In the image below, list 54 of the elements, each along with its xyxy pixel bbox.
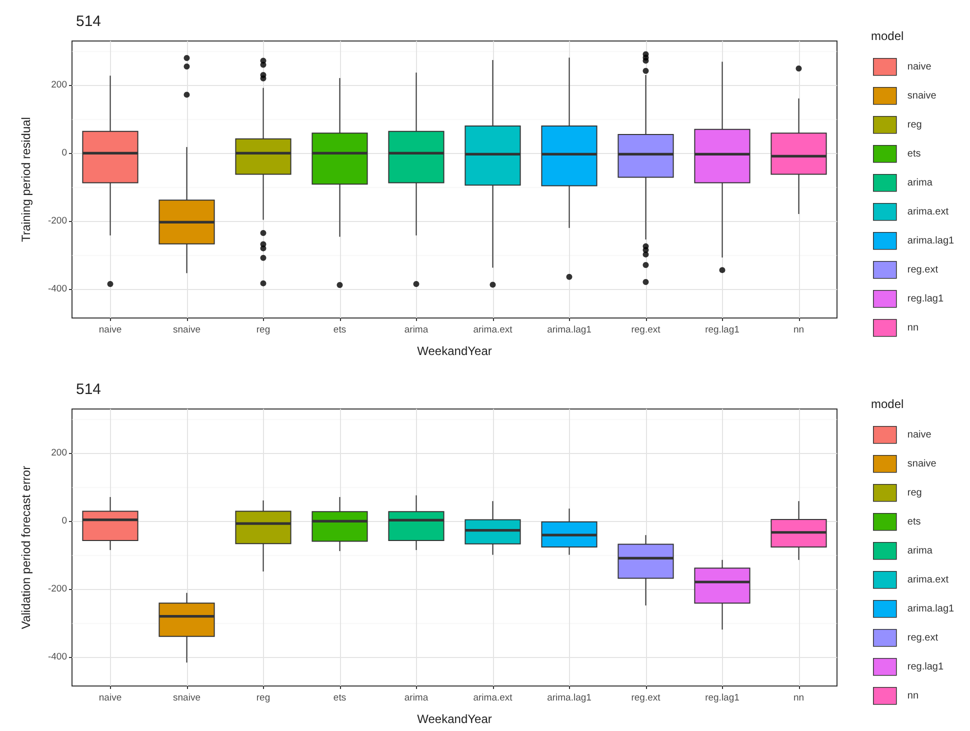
legend-title: model (871, 397, 904, 411)
x-tick-label: nn (793, 324, 804, 336)
legend-label: reg (907, 119, 922, 130)
legend-label: arima (907, 177, 933, 188)
x-tick-label: reg (256, 324, 270, 336)
x-tick-label: arima.lag1 (547, 324, 592, 336)
legend-label: arima.lag1 (907, 603, 955, 614)
y-tick-label: 0 (62, 148, 67, 159)
legend-label: arima.ext (907, 206, 949, 218)
legend-label: arima (907, 545, 933, 556)
x-tick-label: reg.lag1 (705, 324, 740, 336)
chart-title: 514 (76, 13, 102, 30)
x-tick-label: arima.ext (473, 692, 513, 704)
x-tick-label: snaive (173, 692, 200, 704)
legend-label: snaive (907, 458, 937, 470)
legend-label: arima.ext (907, 574, 949, 586)
y-tick-label: -400 (48, 284, 67, 295)
x-tick-label: arima.ext (473, 324, 513, 336)
legend-label: arima.lag1 (907, 235, 955, 246)
y-tick-label: -400 (48, 652, 67, 663)
x-tick-label: ets (333, 692, 346, 704)
y-tick-label: 200 (51, 80, 67, 91)
y-tick-label: 200 (51, 448, 67, 459)
chart-title: 514 (76, 381, 102, 398)
x-axis-title: WeekandYear (417, 344, 492, 358)
y-tick-label: -200 (48, 584, 67, 595)
y-tick-label: 0 (62, 516, 67, 527)
legend-label: reg.lag1 (907, 293, 944, 304)
x-tick-label: snaive (173, 324, 200, 336)
legend-label: snaive (907, 90, 937, 102)
legend-label: naive (907, 61, 932, 72)
x-tick-label: arima (404, 324, 429, 336)
x-tick-label: reg.lag1 (705, 692, 740, 704)
legend-label: reg.ext (907, 632, 938, 644)
legend-label: reg (907, 487, 922, 498)
x-tick-label: reg.ext (631, 692, 661, 704)
legend-label: reg.lag1 (907, 661, 944, 672)
legend-label: naive (907, 429, 932, 440)
legend-label: reg.ext (907, 264, 938, 276)
y-tick-label: -200 (48, 216, 67, 227)
x-tick-label: reg.ext (631, 324, 661, 336)
x-tick-label: naive (98, 324, 122, 336)
x-tick-label: naive (98, 692, 122, 704)
x-axis-title: WeekandYear (417, 712, 492, 726)
y-axis-title: Validation period forecast error (19, 466, 33, 630)
x-tick-label: nn (793, 692, 804, 704)
legend-label: ets (907, 148, 921, 160)
x-tick-label: arima (404, 692, 429, 704)
x-tick-label: arima.lag1 (547, 692, 592, 704)
legend-label: ets (907, 516, 921, 528)
x-tick-label: ets (333, 324, 346, 336)
x-tick-label: reg (256, 692, 270, 704)
y-axis-title: Training period residual (19, 117, 33, 242)
legend-title: model (871, 29, 904, 43)
